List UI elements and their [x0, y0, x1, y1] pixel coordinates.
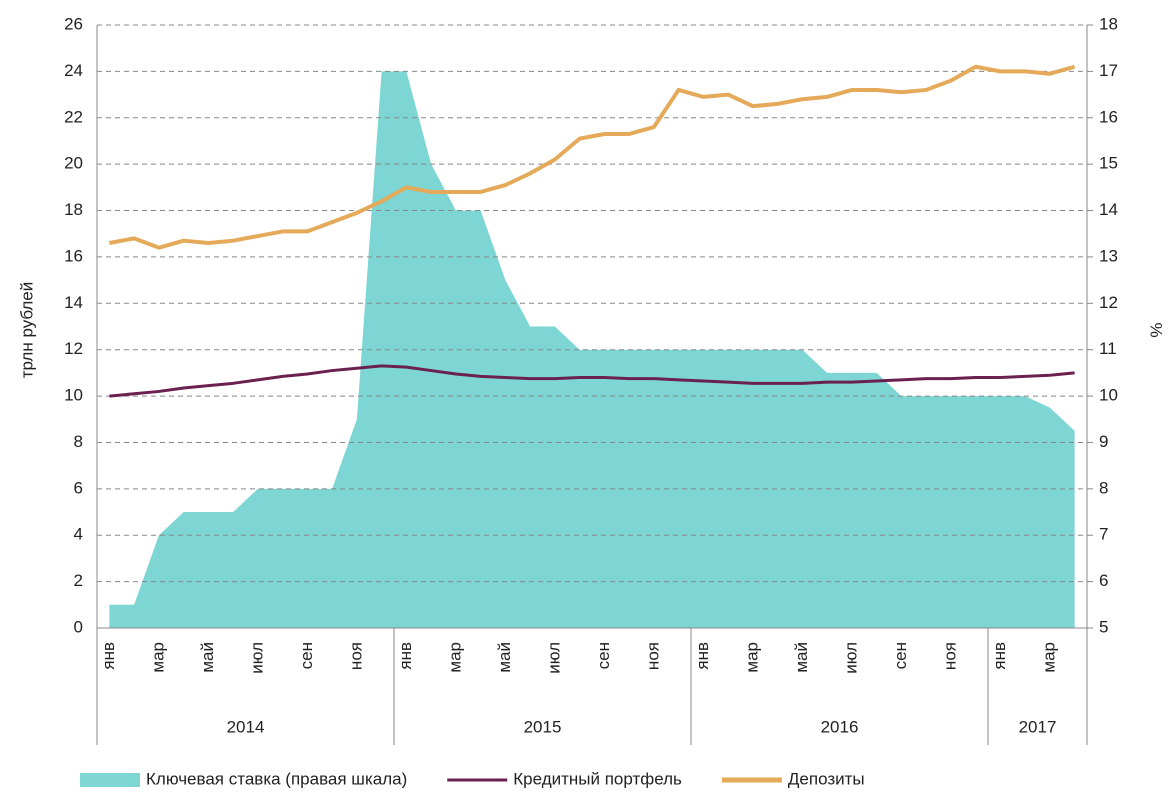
- x-tick-label: янв: [396, 642, 415, 670]
- x-tick-label: ноя: [940, 642, 959, 670]
- y2-tick-label: 12: [1099, 293, 1118, 312]
- group-label: 2014: [227, 717, 265, 736]
- line: [109, 364, 1075, 398]
- line: [109, 64, 1076, 250]
- y2-tick-label: 7: [1099, 525, 1108, 544]
- y-tick-label: 8: [74, 432, 83, 451]
- y-axis-label: трлн рублей: [17, 282, 36, 379]
- x-tick-label: ноя: [643, 642, 662, 670]
- legend-label: Депозиты: [788, 769, 865, 788]
- y-tick-label: 24: [64, 61, 83, 80]
- y-tick-label: 2: [74, 571, 83, 590]
- y2-tick-label: 15: [1099, 154, 1118, 173]
- x-tick-label: сен: [891, 642, 910, 669]
- x-tick-label: мар: [742, 642, 761, 673]
- x-tick-label: сен: [297, 642, 316, 669]
- y2-tick-label: 14: [1099, 200, 1118, 219]
- y-tick-label: 18: [64, 200, 83, 219]
- y-tick-label: 14: [64, 293, 83, 312]
- x-tick-label: янв: [99, 642, 118, 670]
- x-tick-label: сен: [594, 642, 613, 669]
- y-tick-label: 4: [74, 525, 83, 544]
- y-tick-label: 26: [64, 14, 83, 33]
- y-tick-label: 10: [64, 386, 83, 405]
- y2-tick-label: 5: [1099, 617, 1108, 636]
- x-tick-label: июл: [544, 642, 563, 674]
- y2-tick-label: 6: [1099, 571, 1108, 590]
- x-tick-label: июл: [841, 642, 860, 674]
- group-label: 2016: [821, 717, 859, 736]
- y-tick-label: 20: [64, 154, 83, 173]
- y2-tick-label: 8: [1099, 478, 1108, 497]
- y2-tick-label: 17: [1099, 61, 1118, 80]
- legend-label: Кредитный портфель: [513, 769, 682, 788]
- y2-tick-label: 18: [1099, 14, 1118, 33]
- y2-axis-label: %: [1147, 322, 1166, 337]
- x-tick-label: мар: [445, 642, 464, 673]
- legend-label: Ключевая ставка (правая шкала): [146, 769, 407, 788]
- legend-swatch: [80, 773, 140, 787]
- x-tick-label: мар: [1039, 642, 1058, 673]
- y-tick-label: 0: [74, 617, 83, 636]
- x-tick-label: май: [792, 642, 811, 673]
- y-tick-label: 6: [74, 478, 83, 497]
- x-tick-label: янв: [693, 642, 712, 670]
- y-tick-label: 12: [64, 339, 83, 358]
- x-tick-label: янв: [990, 642, 1009, 670]
- x-tick-label: ноя: [346, 642, 365, 670]
- y-tick-label: 16: [64, 246, 83, 265]
- y2-tick-label: 13: [1099, 246, 1118, 265]
- x-tick-label: май: [495, 642, 514, 673]
- x-tick-label: май: [198, 642, 217, 673]
- y2-tick-label: 11: [1099, 339, 1117, 358]
- y2-tick-label: 9: [1099, 432, 1108, 451]
- group-label: 2017: [1019, 717, 1057, 736]
- y2-tick-label: 10: [1099, 386, 1118, 405]
- y2-tick-label: 16: [1099, 107, 1118, 126]
- x-tick-label: мар: [148, 642, 167, 673]
- group-label: 2015: [524, 717, 562, 736]
- x-tick-label: июл: [247, 642, 266, 674]
- y-tick-label: 22: [64, 107, 83, 126]
